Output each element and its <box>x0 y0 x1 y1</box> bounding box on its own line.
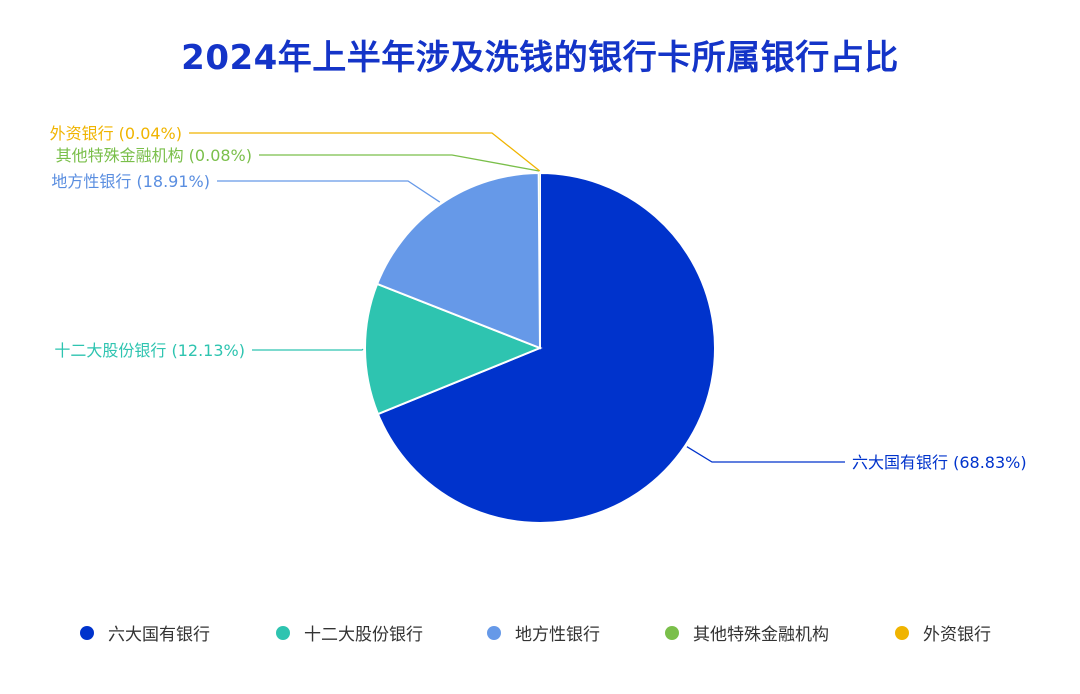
legend-label: 六大国有银行 <box>108 625 210 645</box>
legend-item-4: 其他特殊金融机构 <box>665 620 829 645</box>
pie-slice-3 <box>375 171 542 350</box>
data-label-2: 十二大股份银行 (12.13%) <box>54 341 245 360</box>
legend-marker-icon <box>80 625 94 640</box>
leader-line-3 <box>217 180 441 203</box>
legend-item-2: 十二大股份银行 <box>276 620 423 645</box>
legend-marker-icon <box>487 625 501 640</box>
legend-label: 其他特殊金融机构 <box>693 625 829 645</box>
legend-marker-icon <box>665 625 679 640</box>
chart-title: 2024年上半年涉及洗钱的银行卡所属银行占比 <box>181 38 899 78</box>
leader-line-4 <box>259 154 540 172</box>
legend-item-5: 外资银行 <box>895 620 991 645</box>
data-label-1: 六大国有银行 (68.83%) <box>852 453 1027 472</box>
data-label-5: 外资银行 (0.04%) <box>50 124 182 143</box>
legend-label: 地方性银行 <box>515 625 600 645</box>
legend-label: 十二大股份银行 <box>304 625 423 645</box>
leader-line-5 <box>189 132 541 172</box>
legend-item-1: 六大国有银行 <box>80 620 210 645</box>
legend-marker-icon <box>276 625 290 640</box>
data-label-4: 其他特殊金融机构 (0.08%) <box>56 146 252 165</box>
legend-marker-icon <box>895 625 909 640</box>
pie-slice-2 <box>364 282 543 416</box>
pie-slice-1 <box>376 171 716 524</box>
legend-label: 外资银行 <box>923 625 991 645</box>
leader-line-2 <box>252 348 364 351</box>
data-label-3: 地方性银行 (18.91%) <box>51 172 210 191</box>
legend: 六大国有银行 十二大股份银行 地方性银行 其他特殊金融机构 外资银行 <box>0 620 1080 648</box>
legend-item-3: 地方性银行 <box>487 620 600 645</box>
leader-line-1 <box>686 446 845 463</box>
